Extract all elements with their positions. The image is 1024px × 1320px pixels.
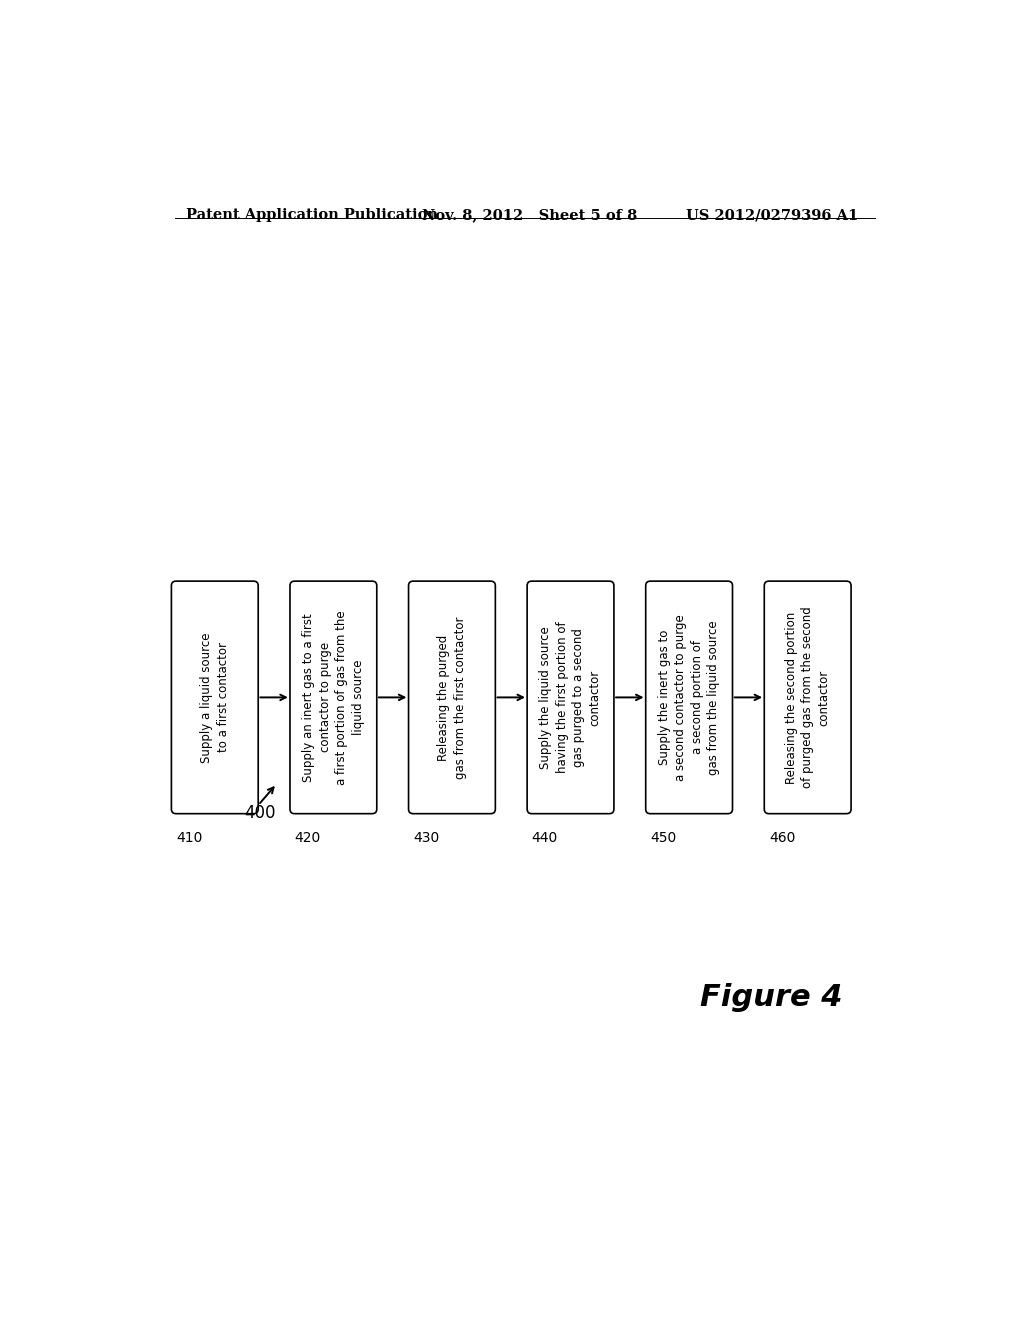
Text: Releasing the purged
gas from the first contactor: Releasing the purged gas from the first … bbox=[437, 616, 467, 779]
FancyBboxPatch shape bbox=[646, 581, 732, 813]
FancyBboxPatch shape bbox=[171, 581, 258, 813]
Text: Supply an inert gas to a first
contactor to purge
a first portion of gas from th: Supply an inert gas to a first contactor… bbox=[302, 610, 365, 784]
Text: 450: 450 bbox=[650, 830, 677, 845]
FancyBboxPatch shape bbox=[409, 581, 496, 813]
Text: Nov. 8, 2012   Sheet 5 of 8: Nov. 8, 2012 Sheet 5 of 8 bbox=[423, 209, 638, 223]
Text: 420: 420 bbox=[295, 830, 321, 845]
FancyBboxPatch shape bbox=[290, 581, 377, 813]
FancyBboxPatch shape bbox=[764, 581, 851, 813]
Text: US 2012/0279396 A1: US 2012/0279396 A1 bbox=[686, 209, 858, 223]
Text: Figure 4: Figure 4 bbox=[700, 983, 843, 1012]
Text: Supply the inert gas to
a second contactor to purge
a second portion of
gas from: Supply the inert gas to a second contact… bbox=[657, 614, 720, 780]
Text: Patent Application Publication: Patent Application Publication bbox=[186, 209, 438, 223]
FancyBboxPatch shape bbox=[527, 581, 614, 813]
Text: 400: 400 bbox=[245, 804, 275, 822]
Text: Supply the liquid source
having the first portion of
gas purged to a second
cont: Supply the liquid source having the firs… bbox=[540, 622, 602, 774]
Text: Releasing the second portion
of purged gas from the second
contactor: Releasing the second portion of purged g… bbox=[784, 606, 830, 788]
Text: 440: 440 bbox=[531, 830, 558, 845]
Text: 460: 460 bbox=[769, 830, 796, 845]
Text: 430: 430 bbox=[414, 830, 439, 845]
Text: 410: 410 bbox=[176, 830, 203, 845]
Text: Supply a liquid source
to a first contactor: Supply a liquid source to a first contac… bbox=[200, 632, 229, 763]
